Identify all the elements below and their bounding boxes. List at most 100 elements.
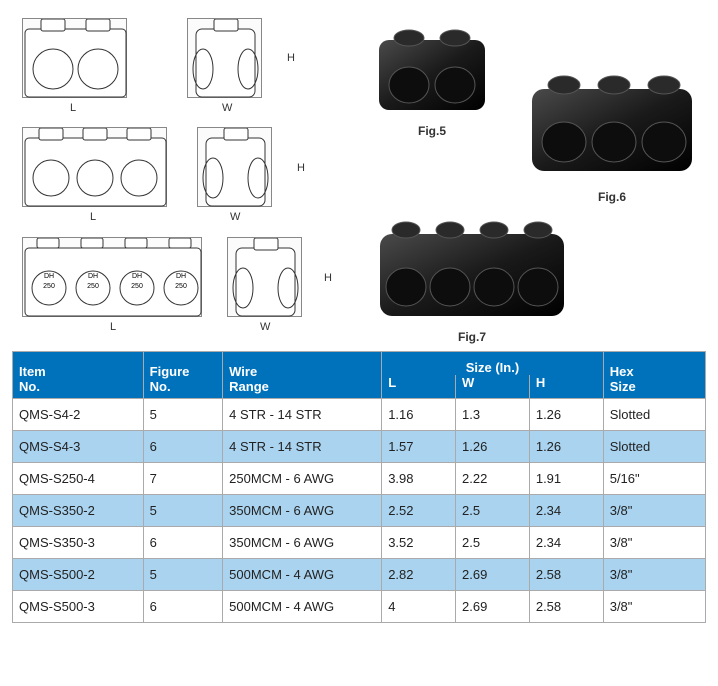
fig7-label: Fig.7: [452, 330, 492, 344]
cell-item: QMS-S350-2: [13, 495, 144, 527]
cell-figure: 6: [143, 591, 223, 623]
dim-H-label: H: [287, 52, 295, 64]
svg-text:DH: DH: [44, 273, 54, 280]
col-hex: Hex Size: [603, 352, 705, 399]
tech-drawing-4port-front: DH 250 DH 250 DH 250 DH 250: [22, 237, 202, 317]
col-L: L: [382, 375, 456, 399]
cell-wire: 350MCM - 6 AWG: [223, 527, 382, 559]
svg-text:250: 250: [87, 283, 99, 290]
cell-item: QMS-S4-2: [13, 399, 144, 431]
cell-W: 2.5: [456, 527, 530, 559]
dim-L-label: L: [90, 211, 96, 223]
dim-L-label: L: [110, 321, 116, 333]
col-item: Item No.: [13, 352, 144, 399]
svg-text:250: 250: [131, 283, 143, 290]
col-H: H: [529, 375, 603, 399]
col-figure: Figure No.: [143, 352, 223, 399]
cell-figure: 5: [143, 559, 223, 591]
table-body: QMS-S4-254 STR - 14 STR1.161.31.26Slotte…: [13, 399, 706, 623]
col-figure-line1: Figure: [150, 364, 190, 379]
cell-item: QMS-S250-4: [13, 463, 144, 495]
product-render-fig7: [372, 212, 572, 327]
cell-item: QMS-S350-3: [13, 527, 144, 559]
cell-hex: 3/8": [603, 495, 705, 527]
cell-figure: 5: [143, 399, 223, 431]
cell-item: QMS-S500-2: [13, 559, 144, 591]
cell-item: QMS-S4-3: [13, 431, 144, 463]
cell-H: 2.34: [529, 527, 603, 559]
cell-L: 4: [382, 591, 456, 623]
cell-wire: 500MCM - 4 AWG: [223, 591, 382, 623]
tech-drawing-2port-front: [22, 18, 127, 98]
dim-L-label: L: [70, 102, 76, 114]
cell-wire: 350MCM - 6 AWG: [223, 495, 382, 527]
cell-W: 2.69: [456, 591, 530, 623]
dim-W-label: W: [222, 102, 232, 114]
cell-figure: 7: [143, 463, 223, 495]
svg-text:DH: DH: [176, 273, 186, 280]
table-row: QMS-S350-36350MCM - 6 AWG3.522.52.343/8": [13, 527, 706, 559]
table-row: QMS-S500-36500MCM - 4 AWG42.692.583/8": [13, 591, 706, 623]
cell-L: 1.57: [382, 431, 456, 463]
cell-figure: 5: [143, 495, 223, 527]
cell-item: QMS-S500-3: [13, 591, 144, 623]
tech-drawing-3port-front: [22, 127, 167, 207]
table-row: QMS-S250-47250MCM - 6 AWG3.982.221.915/1…: [13, 463, 706, 495]
svg-text:DH: DH: [132, 273, 142, 280]
product-render-fig5: [367, 20, 497, 120]
cell-wire: 250MCM - 6 AWG: [223, 463, 382, 495]
cell-figure: 6: [143, 431, 223, 463]
cell-H: 1.26: [529, 431, 603, 463]
dim-W-label: W: [230, 211, 240, 223]
cell-hex: 5/16": [603, 463, 705, 495]
col-item-line2: No.: [19, 379, 40, 394]
cell-L: 1.16: [382, 399, 456, 431]
table-row: QMS-S4-364 STR - 14 STR1.571.261.26Slott…: [13, 431, 706, 463]
svg-text:DH: DH: [88, 273, 98, 280]
col-size: Size (In.): [382, 352, 604, 376]
cell-W: 1.3: [456, 399, 530, 431]
cell-wire: 500MCM - 4 AWG: [223, 559, 382, 591]
cell-L: 3.98: [382, 463, 456, 495]
cell-L: 3.52: [382, 527, 456, 559]
col-hex-line1: Hex: [610, 364, 634, 379]
cell-hex: 3/8": [603, 527, 705, 559]
cell-W: 2.22: [456, 463, 530, 495]
dim-W-label: W: [260, 321, 270, 333]
cell-L: 2.52: [382, 495, 456, 527]
cell-L: 2.82: [382, 559, 456, 591]
spec-table: Item No. Figure No. Wire Range Size (In.…: [12, 351, 706, 623]
table-header: Item No. Figure No. Wire Range Size (In.…: [13, 352, 706, 399]
svg-text:250: 250: [43, 283, 55, 290]
cell-H: 2.58: [529, 559, 603, 591]
cell-hex: 3/8": [603, 591, 705, 623]
dim-H-label: H: [324, 272, 332, 284]
cell-W: 1.26: [456, 431, 530, 463]
cell-hex: 3/8": [603, 559, 705, 591]
svg-text:250: 250: [175, 283, 187, 290]
col-W: W: [456, 375, 530, 399]
cell-figure: 6: [143, 527, 223, 559]
cell-wire: 4 STR - 14 STR: [223, 399, 382, 431]
col-hex-line2: Size: [610, 379, 636, 394]
cell-H: 2.58: [529, 591, 603, 623]
fig5-label: Fig.5: [412, 124, 452, 138]
tech-drawing-4port-side: [227, 237, 302, 317]
cell-hex: Slotted: [603, 431, 705, 463]
col-wire-line2: Range: [229, 379, 269, 394]
cell-H: 1.91: [529, 463, 603, 495]
col-wire: Wire Range: [223, 352, 382, 399]
table-row: QMS-S500-25500MCM - 4 AWG2.822.692.583/8…: [13, 559, 706, 591]
product-render-fig6: [522, 67, 702, 182]
col-item-line1: Item: [19, 364, 46, 379]
table-row: QMS-S350-25350MCM - 6 AWG2.522.52.343/8": [13, 495, 706, 527]
cell-wire: 4 STR - 14 STR: [223, 431, 382, 463]
fig6-label: Fig.6: [592, 190, 632, 204]
col-figure-line2: No.: [150, 379, 171, 394]
cell-H: 1.26: [529, 399, 603, 431]
tech-drawing-3port-side: [197, 127, 272, 207]
cell-W: 2.5: [456, 495, 530, 527]
cell-hex: Slotted: [603, 399, 705, 431]
col-wire-line1: Wire: [229, 364, 257, 379]
tech-drawing-2port-side: [187, 18, 262, 98]
